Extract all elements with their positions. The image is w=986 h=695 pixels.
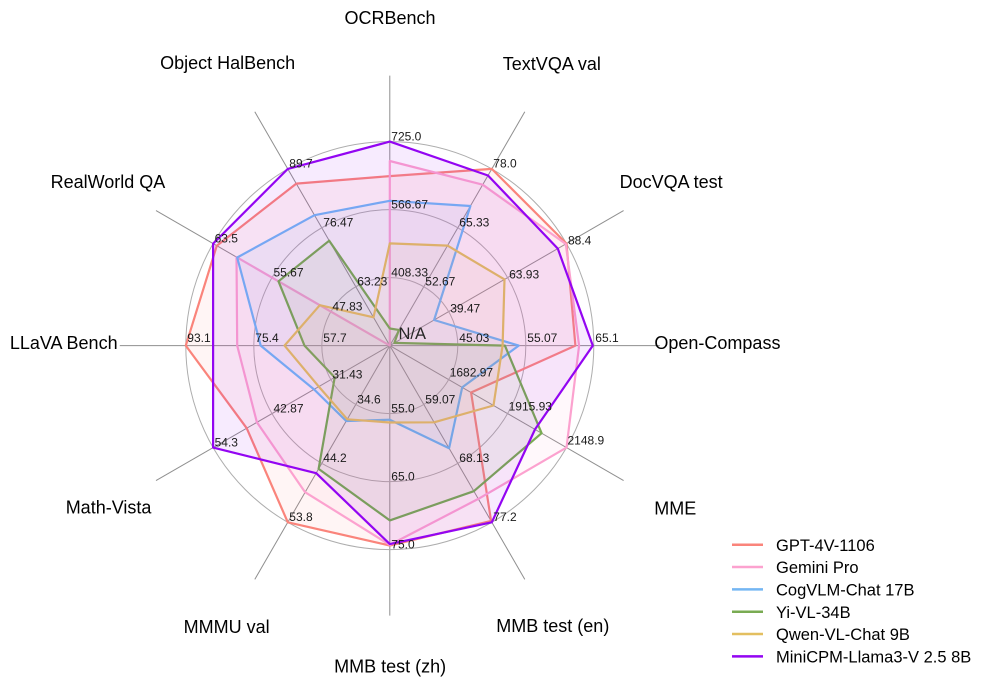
svg-text:TextVQA val: TextVQA val bbox=[503, 54, 601, 74]
svg-text:65.0: 65.0 bbox=[391, 469, 415, 483]
svg-text:55.67: 55.67 bbox=[274, 265, 304, 279]
svg-text:MiniCPM-Llama3-V 2.5 8B: MiniCPM-Llama3-V 2.5 8B bbox=[776, 649, 971, 667]
svg-text:408.33: 408.33 bbox=[391, 265, 428, 279]
svg-text:55.07: 55.07 bbox=[527, 331, 557, 345]
svg-text:39.47: 39.47 bbox=[450, 302, 480, 316]
svg-text:68.13: 68.13 bbox=[459, 451, 489, 465]
svg-text:45.03: 45.03 bbox=[459, 331, 489, 345]
svg-text:42.87: 42.87 bbox=[274, 401, 304, 415]
svg-text:Yi-VL-34B: Yi-VL-34B bbox=[776, 604, 851, 622]
svg-text:34.6: 34.6 bbox=[357, 392, 381, 406]
svg-text:725.0: 725.0 bbox=[391, 129, 421, 143]
svg-text:MMB test (en): MMB test (en) bbox=[496, 616, 609, 636]
svg-text:53.8: 53.8 bbox=[289, 510, 313, 524]
svg-text:44.2: 44.2 bbox=[323, 451, 347, 465]
svg-text:65.33: 65.33 bbox=[459, 216, 489, 230]
svg-text:Math-Vista: Math-Vista bbox=[66, 498, 153, 518]
svg-text:DocVQA test: DocVQA test bbox=[620, 172, 723, 192]
svg-text:Gemini Pro: Gemini Pro bbox=[776, 559, 859, 577]
svg-text:65.1: 65.1 bbox=[595, 331, 619, 345]
svg-text:57.7: 57.7 bbox=[323, 331, 347, 345]
svg-text:MME: MME bbox=[654, 499, 696, 519]
svg-text:2148.9: 2148.9 bbox=[568, 434, 605, 448]
svg-text:CogVLM-Chat 17B: CogVLM-Chat 17B bbox=[776, 582, 915, 600]
svg-text:63.5: 63.5 bbox=[215, 231, 239, 245]
svg-text:N/A: N/A bbox=[399, 325, 427, 343]
svg-text:OCRBench: OCRBench bbox=[344, 8, 435, 28]
svg-text:78.0: 78.0 bbox=[493, 157, 517, 171]
svg-text:Open-Compass: Open-Compass bbox=[654, 333, 780, 353]
svg-text:55.0: 55.0 bbox=[391, 401, 415, 415]
svg-text:89.7: 89.7 bbox=[289, 157, 313, 171]
svg-text:Qwen-VL-Chat 9B: Qwen-VL-Chat 9B bbox=[776, 626, 910, 644]
svg-text:75.0: 75.0 bbox=[391, 537, 415, 551]
svg-text:76.47: 76.47 bbox=[323, 216, 353, 230]
svg-text:93.1: 93.1 bbox=[187, 331, 211, 345]
svg-text:MMB test (zh): MMB test (zh) bbox=[334, 657, 446, 677]
svg-text:47.83: 47.83 bbox=[332, 299, 362, 313]
svg-text:77.2: 77.2 bbox=[493, 510, 517, 524]
svg-text:1915.93: 1915.93 bbox=[509, 400, 553, 414]
svg-text:Object HalBench: Object HalBench bbox=[160, 53, 295, 73]
svg-text:MMMU val: MMMU val bbox=[184, 617, 270, 637]
svg-text:88.4: 88.4 bbox=[568, 234, 592, 248]
svg-text:GPT-4V-1106: GPT-4V-1106 bbox=[776, 537, 875, 555]
svg-text:75.4: 75.4 bbox=[255, 331, 279, 345]
svg-text:63.93: 63.93 bbox=[509, 268, 539, 282]
svg-text:566.67: 566.67 bbox=[391, 197, 428, 211]
svg-text:59.07: 59.07 bbox=[425, 392, 455, 406]
svg-text:RealWorld QA: RealWorld QA bbox=[51, 172, 166, 192]
svg-text:31.43: 31.43 bbox=[332, 367, 362, 381]
svg-text:1682.97: 1682.97 bbox=[450, 366, 494, 380]
svg-text:52.67: 52.67 bbox=[425, 275, 455, 289]
svg-text:63.23: 63.23 bbox=[357, 275, 387, 289]
svg-text:LLaVA Bench: LLaVA Bench bbox=[10, 333, 118, 353]
svg-text:54.3: 54.3 bbox=[215, 435, 239, 449]
